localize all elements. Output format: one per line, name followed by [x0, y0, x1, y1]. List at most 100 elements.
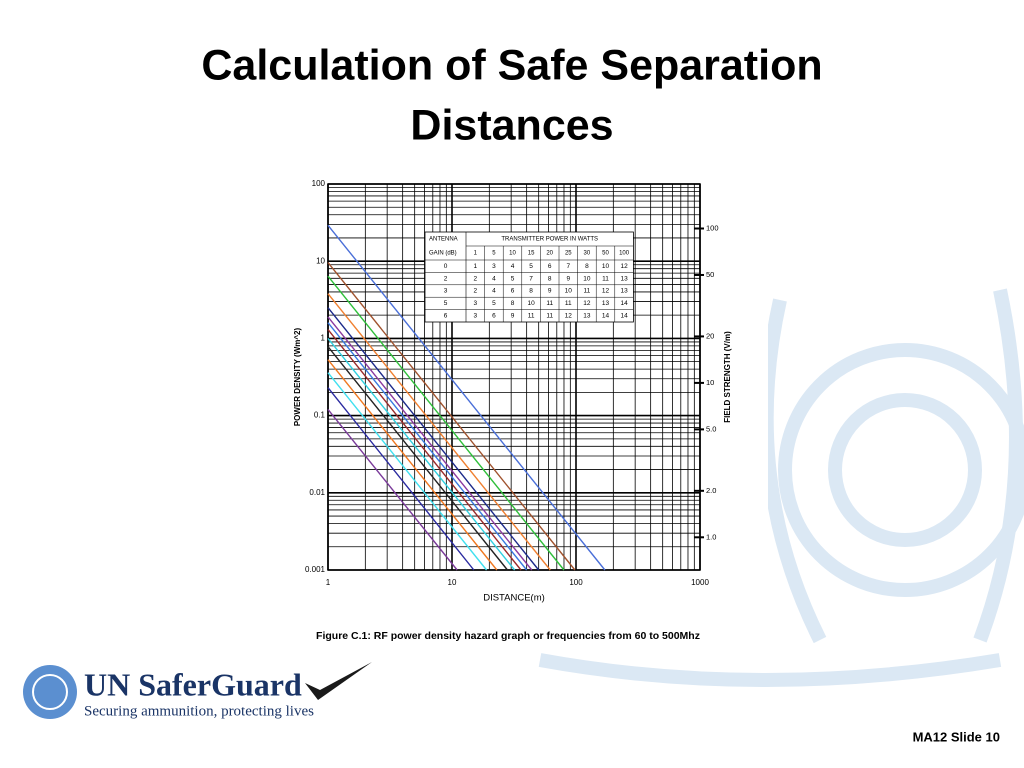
table-cell: 10 — [565, 288, 573, 295]
table-gain: 0 — [444, 263, 448, 270]
table-cell: 12 — [565, 313, 573, 320]
table-cell: 4 — [492, 288, 496, 295]
table-cell: 2 — [473, 288, 477, 295]
logo-tagline: Securing ammunition, protecting lives — [84, 703, 314, 719]
y-tick-label: 1 — [321, 334, 326, 343]
series-line — [327, 329, 522, 571]
table-gain: 6 — [444, 313, 448, 320]
table-cell: 6 — [492, 313, 496, 320]
table-cell: 7 — [566, 263, 570, 270]
logo-name: UN SaferGuard — [84, 666, 302, 702]
series-line — [327, 224, 606, 571]
y2-axis-label: FIELD STRENGTH (V/m) — [723, 331, 732, 423]
table-cell: 7 — [529, 275, 533, 282]
series-line — [327, 372, 488, 571]
series-line — [327, 359, 498, 571]
table-cell: 2 — [473, 275, 477, 282]
table-cell: 6 — [548, 263, 552, 270]
table-power: 15 — [528, 251, 535, 257]
table-gain: 2 — [444, 275, 448, 282]
table-gain: 3 — [444, 288, 448, 295]
logo-globe — [23, 665, 77, 719]
table-power: 25 — [565, 251, 572, 257]
emblem-decoration — [538, 288, 1024, 687]
table-cell: 4 — [492, 275, 496, 282]
table-cell: 12 — [620, 263, 628, 270]
gain-table: ANTENNA GAIN (dB) TRANSMITTER POWER IN WAT… — [424, 231, 634, 323]
table-cell: 1 — [473, 263, 477, 270]
table-power: 10 — [509, 251, 516, 257]
table-cell: 13 — [602, 300, 610, 307]
series-line — [327, 316, 533, 571]
y-tick-label: 0.01 — [309, 488, 325, 497]
table-cell: 3 — [492, 263, 496, 270]
table-cell: 6 — [511, 288, 515, 295]
y-tick-label: 0.1 — [314, 411, 326, 420]
series-line — [327, 293, 551, 571]
y2-tick-label: 100 — [706, 223, 719, 232]
series-line — [327, 275, 565, 571]
table-cell: 11 — [546, 313, 553, 320]
series-line — [327, 307, 540, 571]
series-line — [327, 409, 458, 571]
table-cell: 11 — [584, 288, 591, 295]
y-axis-label: POWER DENSITY (Wm^2) — [293, 328, 302, 427]
series-line — [327, 337, 516, 571]
y2-tick-label: 2.0 — [706, 486, 716, 495]
table-cell: 10 — [527, 300, 535, 307]
x-tick-label: 1000 — [691, 578, 709, 587]
table-power: 5 — [492, 251, 496, 257]
y2-tick-label: 20 — [706, 331, 714, 340]
y-tick-label: 0.001 — [305, 565, 326, 574]
table-cell: 3 — [473, 300, 477, 307]
table-cell: 8 — [529, 288, 533, 295]
title-line: Calculation of Safe Separation — [201, 41, 822, 89]
table-cell: 11 — [546, 300, 553, 307]
table-cell: 12 — [583, 300, 591, 307]
y2-tick-label: 50 — [706, 270, 714, 279]
y2-tick-label: 5.0 — [706, 424, 716, 433]
table-power: 1 — [474, 251, 478, 257]
table-corner: ANTENNA — [429, 237, 458, 243]
logo-check — [305, 662, 372, 700]
table-cell: 8 — [511, 300, 515, 307]
table-cell: 5 — [529, 263, 533, 270]
x-tick-label: 100 — [569, 578, 583, 587]
table-cell: 13 — [583, 313, 591, 320]
table-cell: 11 — [602, 275, 609, 282]
table-power: 20 — [546, 251, 553, 257]
table-cell: 9 — [548, 288, 552, 295]
y2-tick-label: 10 — [706, 378, 714, 387]
table-cell: 13 — [620, 275, 628, 282]
series-line — [327, 387, 475, 571]
table-power: 30 — [584, 251, 591, 257]
table-cell: 11 — [528, 313, 535, 320]
table-cell: 13 — [620, 288, 628, 295]
table-cell: 14 — [620, 313, 628, 320]
table-power-header: TRANSMITTER POWER IN WATTS — [501, 237, 598, 243]
series-line — [327, 262, 576, 571]
x-tick-label: 1 — [326, 578, 331, 587]
figure-caption: Figure C.1: RF power density hazard grap… — [316, 630, 700, 642]
table-cell: 5 — [492, 300, 496, 307]
table-cell: 10 — [602, 263, 610, 270]
table-cell: 10 — [583, 275, 591, 282]
table-cell: 9 — [511, 313, 515, 320]
slide-number: MA12 Slide 10 — [913, 729, 1000, 744]
table-cell: 4 — [511, 263, 515, 270]
table-power: 100 — [619, 251, 630, 257]
y2-tick-label: 1.0 — [706, 532, 716, 541]
y-tick-label: 10 — [316, 256, 325, 265]
table-cell: 11 — [565, 300, 572, 307]
x-tick-label: 10 — [448, 578, 457, 587]
series-line — [327, 322, 528, 571]
table-cell: 8 — [585, 263, 589, 270]
table-cell: 12 — [602, 288, 610, 295]
series-line — [327, 346, 508, 571]
table-power: 50 — [602, 251, 609, 257]
table-gain: 5 — [444, 300, 448, 307]
title-line: Distances — [410, 101, 613, 149]
x-axis-label: DISTANCE(m) — [483, 593, 545, 604]
